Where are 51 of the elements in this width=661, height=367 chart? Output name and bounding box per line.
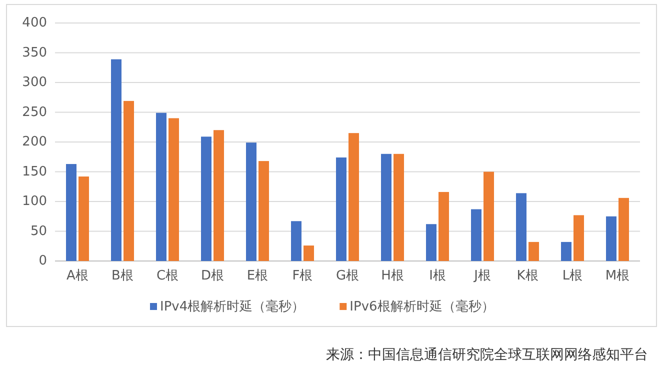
bar bbox=[394, 154, 404, 261]
legend-label: IPv4根解析时延（毫秒） bbox=[160, 298, 305, 315]
x-tick-label: M根 bbox=[605, 268, 630, 284]
x-tick-label: D根 bbox=[200, 268, 224, 284]
bar bbox=[66, 164, 76, 261]
x-tick-label: H根 bbox=[381, 268, 404, 284]
bar bbox=[618, 198, 629, 261]
bar bbox=[484, 172, 494, 261]
bar bbox=[246, 142, 256, 261]
x-tick-label: I根 bbox=[429, 268, 446, 284]
x-tick-label: F根 bbox=[292, 268, 313, 284]
y-tick-label: 200 bbox=[22, 134, 47, 150]
bar bbox=[124, 100, 134, 261]
x-tick-label: C根 bbox=[156, 268, 179, 284]
y-tick-label: 300 bbox=[22, 75, 47, 90]
y-tick-label: 0 bbox=[38, 254, 47, 269]
bar bbox=[78, 176, 89, 261]
bar bbox=[561, 242, 572, 261]
bar bbox=[606, 216, 616, 261]
bar bbox=[258, 161, 269, 261]
x-tick-label: L根 bbox=[562, 268, 583, 284]
bar bbox=[574, 215, 584, 261]
x-tick-label: J根 bbox=[473, 268, 491, 284]
x-tick-label: A根 bbox=[66, 268, 88, 284]
y-tick-label: 150 bbox=[22, 164, 47, 180]
bar bbox=[426, 224, 436, 261]
legend-label: IPv6根解析时延（毫秒） bbox=[350, 298, 494, 315]
y-tick-label: 400 bbox=[22, 16, 47, 31]
x-tick-label: E根 bbox=[246, 268, 268, 284]
bar bbox=[471, 209, 482, 261]
x-tick-label: B根 bbox=[112, 268, 134, 284]
x-tick-label: G根 bbox=[336, 268, 360, 284]
bar bbox=[156, 112, 166, 261]
y-tick-label: 350 bbox=[22, 45, 47, 60]
bar bbox=[381, 154, 392, 261]
bar bbox=[111, 59, 122, 261]
bar bbox=[348, 133, 359, 261]
bar bbox=[168, 118, 179, 261]
bar bbox=[214, 130, 224, 261]
bar bbox=[438, 192, 449, 261]
y-tick-label: 100 bbox=[22, 194, 47, 210]
x-tick-label: K根 bbox=[516, 268, 538, 284]
y-tick-label: 50 bbox=[30, 224, 47, 239]
bar bbox=[528, 242, 539, 261]
bar bbox=[304, 246, 314, 261]
bar bbox=[516, 193, 526, 261]
source-note: 来源：中国信息通信研究院全球互联网网络感知平台 bbox=[326, 346, 648, 363]
bar bbox=[291, 221, 302, 261]
bar bbox=[336, 157, 346, 261]
y-tick-label: 250 bbox=[22, 104, 47, 120]
bar bbox=[201, 136, 212, 261]
